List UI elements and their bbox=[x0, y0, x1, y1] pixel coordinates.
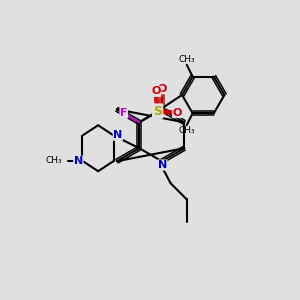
Text: N: N bbox=[74, 156, 83, 166]
Text: O: O bbox=[157, 84, 167, 94]
Text: CH₃: CH₃ bbox=[178, 126, 195, 135]
Text: N: N bbox=[113, 130, 122, 140]
Text: O: O bbox=[172, 108, 182, 118]
Text: CH₃: CH₃ bbox=[178, 55, 195, 64]
Text: CH₃: CH₃ bbox=[45, 156, 62, 165]
Text: O: O bbox=[152, 86, 161, 96]
Text: F: F bbox=[120, 108, 127, 118]
Text: S: S bbox=[153, 105, 162, 118]
Text: N: N bbox=[158, 160, 167, 170]
